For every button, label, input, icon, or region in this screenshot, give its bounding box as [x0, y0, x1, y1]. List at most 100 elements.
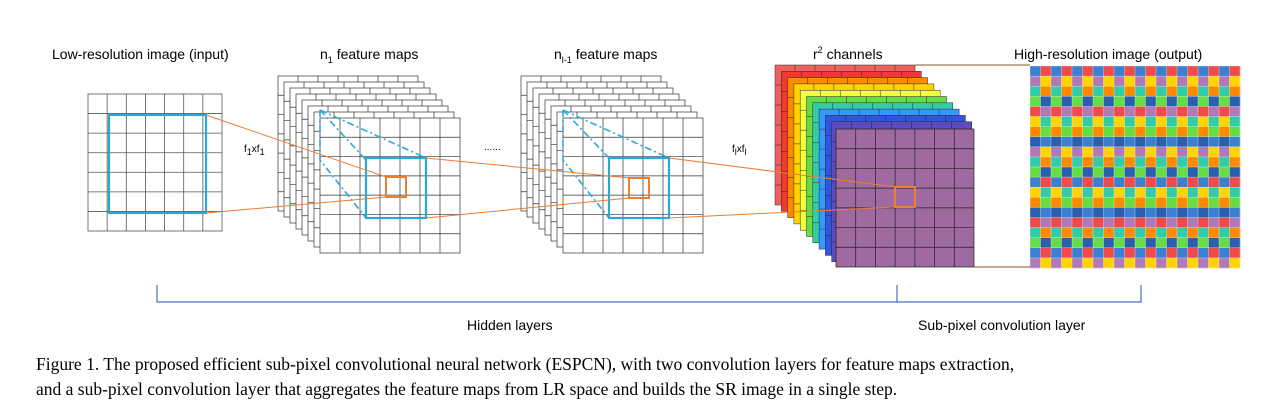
output-pixel: [1198, 177, 1209, 188]
output-pixel: [1114, 146, 1125, 158]
output-pixel: [1229, 156, 1241, 168]
output-pixel: [1208, 217, 1220, 228]
output-pixel: [1103, 227, 1115, 238]
output-pixel: [1103, 207, 1115, 218]
input-grid-frame: [87, 93, 223, 232]
output-pixel: [1124, 96, 1136, 107]
output-pixel: [1219, 146, 1230, 158]
output-pixel: [1051, 136, 1062, 148]
output-pixel: [1082, 116, 1094, 127]
output-pixel: [1177, 227, 1188, 238]
output-pixel: [1072, 217, 1083, 228]
output-pixel: [1177, 136, 1188, 148]
output-pixel: [1114, 167, 1125, 178]
output-pixel: [1061, 156, 1073, 168]
layer-brackets: [156, 285, 1142, 303]
output-pixel: [1219, 66, 1230, 77]
input-patch-box: [107, 113, 208, 215]
output-pixel: [1114, 187, 1125, 198]
output-pixel: [1093, 126, 1104, 137]
output-pixel: [1145, 167, 1157, 178]
output-pixel: [1072, 237, 1083, 249]
output-pixel: [1093, 96, 1104, 107]
output-pixel: [1156, 217, 1167, 228]
output-pixel: [1208, 187, 1220, 198]
output-pixel: [1093, 146, 1104, 158]
output-pixel: [1156, 167, 1167, 178]
output-pixel: [1166, 136, 1178, 148]
output-pixel: [1124, 106, 1136, 117]
output-pixel: [1051, 96, 1062, 107]
output-pixel: [1156, 247, 1167, 259]
output-pixel: [1177, 156, 1188, 168]
output-pixel: [1124, 217, 1136, 228]
output-pixel: [1198, 106, 1209, 117]
output-grid-lines: [1029, 65, 1241, 269]
output-pixel: [1135, 156, 1146, 168]
output-pixel: [1166, 106, 1178, 117]
output-pixel: [1082, 237, 1094, 249]
output-pixel: [1145, 66, 1157, 77]
output-pixel: [1061, 146, 1073, 158]
output-pixel: [1166, 177, 1178, 188]
output-pixel: [1135, 126, 1146, 137]
output-pixel: [1187, 136, 1199, 148]
output-pixel: [1135, 136, 1146, 148]
output-pixel: [1219, 257, 1230, 269]
output-pixel: [1103, 197, 1115, 208]
output-pixel: [1124, 66, 1136, 77]
output-pixel: [1187, 126, 1199, 137]
feature-map-1-layer: [319, 117, 461, 254]
output-pixel: [1229, 247, 1241, 259]
output-pixel: [1208, 136, 1220, 148]
output-pixel: [1040, 126, 1052, 137]
output-pixel: [1051, 217, 1062, 228]
output-pixel: [1208, 66, 1220, 77]
output-pixel: [1030, 156, 1041, 168]
output-pixel: [1040, 197, 1052, 208]
output-pixel: [1082, 207, 1094, 218]
output-pixel: [1198, 126, 1209, 137]
output-pixel: [1030, 136, 1041, 148]
output-pixel: [1198, 207, 1209, 218]
output-pixel: [1219, 116, 1230, 127]
output-pixel: [1166, 86, 1178, 97]
output-pixel: [1030, 116, 1041, 127]
output-pixel: [1156, 257, 1167, 269]
output-pixel: [1093, 247, 1104, 259]
output-pixel: [1051, 177, 1062, 188]
output-pixel: [1145, 86, 1157, 97]
output-pixel: [1187, 177, 1199, 188]
input-grid-lines: [88, 94, 222, 231]
output-pixel: [1166, 156, 1178, 168]
output-pixel: [1061, 217, 1073, 228]
output-pixel: [1061, 207, 1073, 218]
output-pixel: [1198, 247, 1209, 259]
output-pixel: [1135, 96, 1146, 107]
output-pixel: [1082, 146, 1094, 158]
output-pixel: [1124, 187, 1136, 198]
figure-caption: Figure 1. The proposed efficient sub-pix…: [36, 352, 1274, 402]
output-pixel: [1114, 156, 1125, 168]
kernel-label-f1: f1xf1: [244, 144, 265, 157]
output-pixel: [1145, 237, 1157, 249]
output-pixel: [1229, 126, 1241, 137]
output-pixel: [1187, 217, 1199, 228]
output-pixel: [1177, 167, 1188, 178]
label-output: High-resolution image (output): [1014, 46, 1202, 62]
output-pixel: [1177, 76, 1188, 87]
output-pixel: [1082, 66, 1094, 77]
output-pixel: [1156, 106, 1167, 117]
output-pixel: [1219, 76, 1230, 87]
fml-projection-dashes: [562, 109, 670, 219]
output-pixel: [1145, 257, 1157, 269]
output-pixel: [1187, 106, 1199, 117]
output-pixel: [1145, 96, 1157, 107]
output-pixel: [1082, 187, 1094, 198]
output-pixel: [1156, 227, 1167, 238]
output-pixel: [1219, 126, 1230, 137]
output-pixel: [1124, 237, 1136, 249]
output-pixel: [1040, 136, 1052, 148]
channel-front-layer: [835, 128, 975, 268]
output-pixel: [1061, 106, 1073, 117]
